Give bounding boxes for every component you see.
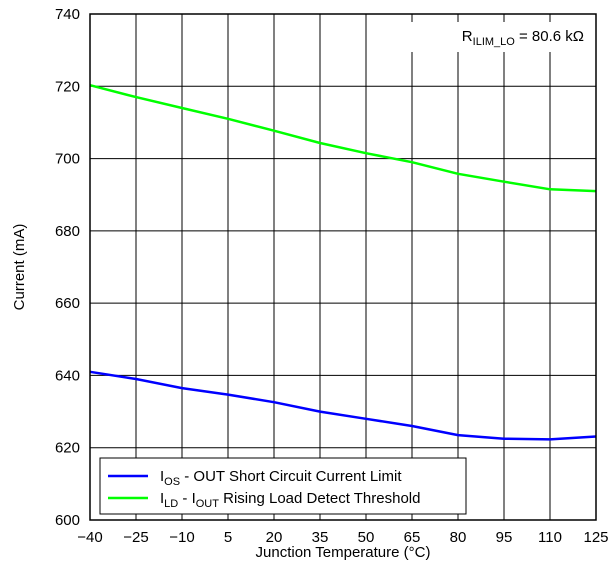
annotation-main: R (462, 28, 473, 45)
y-tick-label: 660 (55, 295, 80, 312)
x-tick-label: 20 (266, 529, 283, 546)
series-line-1 (89, 83, 597, 193)
x-axis-label: Junction Temperature (°C) (256, 544, 431, 561)
x-tick-label: −10 (169, 529, 194, 546)
legend-entry-ild: ILD - IOUT Rising Load Detect Threshold (160, 490, 420, 510)
y-axis-label: Current (mA) (11, 224, 28, 311)
y-tick-label: 680 (55, 223, 80, 240)
series-line-0 (89, 370, 597, 441)
annotation: RILIM_LO = 80.6 kΩ (408, 22, 592, 52)
annotation-rest: = 80.6 kΩ (515, 28, 584, 45)
legend-box (99, 457, 467, 515)
x-tick-label: 5 (224, 529, 232, 546)
y-tick-label: 600 (55, 512, 80, 529)
annotation-text: RILIM_LO = 80.6 kΩ (462, 28, 584, 48)
x-tick-label: 50 (358, 529, 375, 546)
x-tick-label: 35 (312, 529, 329, 546)
annotation-background (408, 22, 592, 52)
grid (90, 14, 596, 520)
y-tick-label: 620 (55, 440, 80, 457)
y-tick-label: 700 (55, 151, 80, 168)
y-tick-label: 720 (55, 78, 80, 95)
legend-entry-ios: IOS - OUT Short Circuit Current Limit (160, 468, 402, 488)
legend: IOS - OUT Short Circuit Current Limit IL… (99, 457, 467, 515)
x-tick-label: 125 (583, 529, 608, 546)
series-layer (89, 83, 597, 441)
annotation-sub: ILIM_LO (473, 36, 516, 48)
x-tick-label: 110 (538, 529, 562, 546)
plot-frame (89, 13, 597, 521)
x-tick-label: −40 (77, 529, 102, 546)
x-tick-label: 80 (450, 529, 467, 546)
y-tick-labels: 600 620 640 660 680 700 720 740 (55, 6, 80, 529)
x-tick-label: 95 (496, 529, 513, 546)
x-tick-label: 65 (404, 529, 421, 546)
x-tick-labels: −40 −25 −10 5 20 35 50 65 80 95 110 125 (77, 529, 608, 546)
x-tick-label: −25 (123, 529, 148, 546)
y-tick-label: 640 (55, 367, 80, 384)
y-tick-label: 740 (55, 6, 80, 23)
